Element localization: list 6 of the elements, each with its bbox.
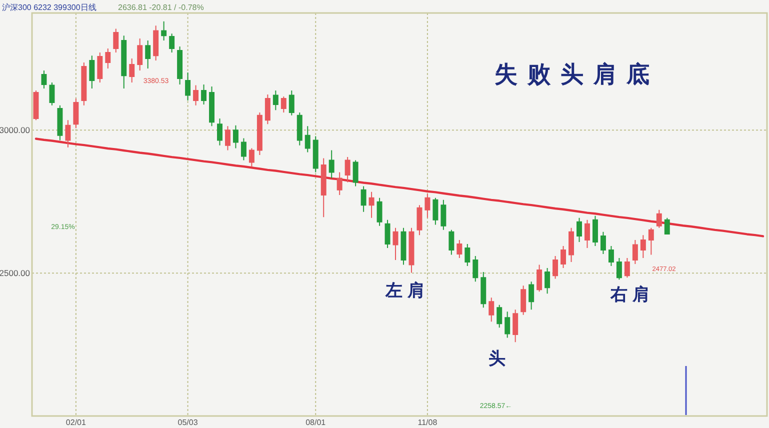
annotation: 2636.81 -20.81 / -0.78%: [118, 3, 204, 12]
title: 失败头肩底: [494, 62, 660, 88]
annotation: 右肩: [610, 285, 654, 305]
annotation: 左肩: [386, 281, 430, 301]
annotation: 沪深300 6232 399300日线: [2, 3, 96, 12]
annotation: 头: [488, 349, 506, 369]
